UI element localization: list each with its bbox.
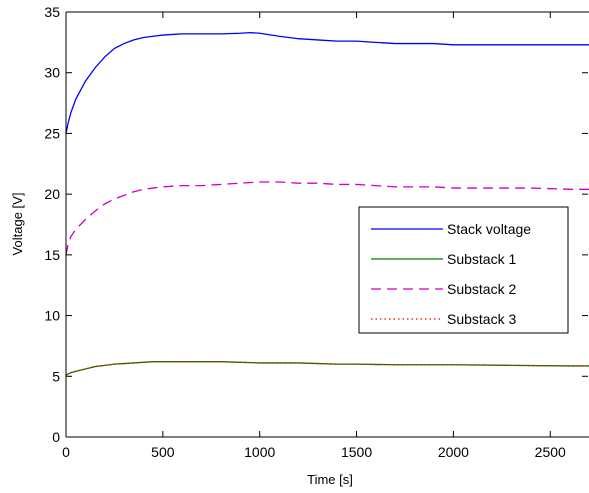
series-line-substack-2 (65, 181, 589, 255)
series-line-substack-1 (65, 361, 589, 376)
x-tick-label: 2000 (438, 444, 469, 460)
legend-label-substack-1: Substack 1 (447, 251, 516, 267)
y-ticks: 0 5 10 15 20 25 30 35 (44, 4, 588, 445)
x-tick-label: 0 (62, 444, 70, 460)
y-tick-label: 20 (44, 186, 60, 202)
x-tick-label: 2500 (535, 444, 566, 460)
x-tick-label: 500 (151, 444, 175, 460)
y-tick-label: 10 (44, 308, 60, 324)
series-line-stack-voltage (65, 31, 589, 134)
series-layer (65, 31, 589, 376)
legend-label-substack-3: Substack 3 (447, 311, 516, 327)
y-tick-label: 30 (44, 65, 60, 81)
x-tick-label: 1500 (341, 444, 372, 460)
axes-layer (65, 11, 589, 438)
y-tick-label: 15 (44, 247, 60, 263)
y-tick-label: 35 (44, 4, 60, 20)
x-axis-label: Time [s] (307, 472, 353, 487)
legend-label-stack-voltage: Stack voltage (447, 221, 531, 237)
y-tick-label: 0 (52, 429, 60, 445)
legend: Stack voltage Substack 1 Substack 2 Substac… (358, 206, 569, 334)
y-axis-label: Voltage [V] (10, 193, 25, 256)
x-tick-label: 1000 (244, 444, 275, 460)
y-tick-label: 5 (52, 368, 60, 384)
x-ticks: 0 500 1000 1500 2000 2500 (62, 12, 566, 460)
y-tick-label: 25 (44, 125, 60, 141)
legend-label-substack-2: Substack 2 (447, 281, 516, 297)
legend-box (358, 206, 569, 334)
